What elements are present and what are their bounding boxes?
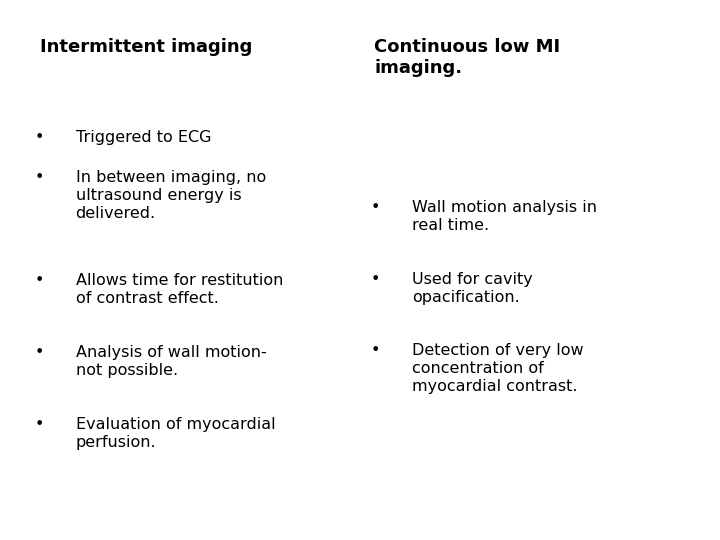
Text: •: • [371, 343, 380, 359]
Text: •: • [35, 130, 44, 145]
Text: Continuous low MI
imaging.: Continuous low MI imaging. [374, 38, 561, 77]
Text: Evaluation of myocardial
perfusion.: Evaluation of myocardial perfusion. [76, 417, 275, 450]
Text: •: • [35, 417, 44, 432]
Text: Allows time for restitution
of contrast effect.: Allows time for restitution of contrast … [76, 273, 283, 306]
Text: Intermittent imaging: Intermittent imaging [40, 38, 252, 56]
Text: •: • [371, 272, 380, 287]
Text: In between imaging, no
ultrasound energy is
delivered.: In between imaging, no ultrasound energy… [76, 170, 266, 221]
Text: Detection of very low
concentration of
myocardial contrast.: Detection of very low concentration of m… [412, 343, 583, 394]
Text: •: • [35, 345, 44, 360]
Text: •: • [35, 170, 44, 185]
Text: Analysis of wall motion-
not possible.: Analysis of wall motion- not possible. [76, 345, 266, 378]
Text: Triggered to ECG: Triggered to ECG [76, 130, 211, 145]
Text: •: • [35, 273, 44, 288]
Text: •: • [371, 200, 380, 215]
Text: Wall motion analysis in
real time.: Wall motion analysis in real time. [412, 200, 597, 233]
Text: Used for cavity
opacification.: Used for cavity opacification. [412, 272, 533, 305]
